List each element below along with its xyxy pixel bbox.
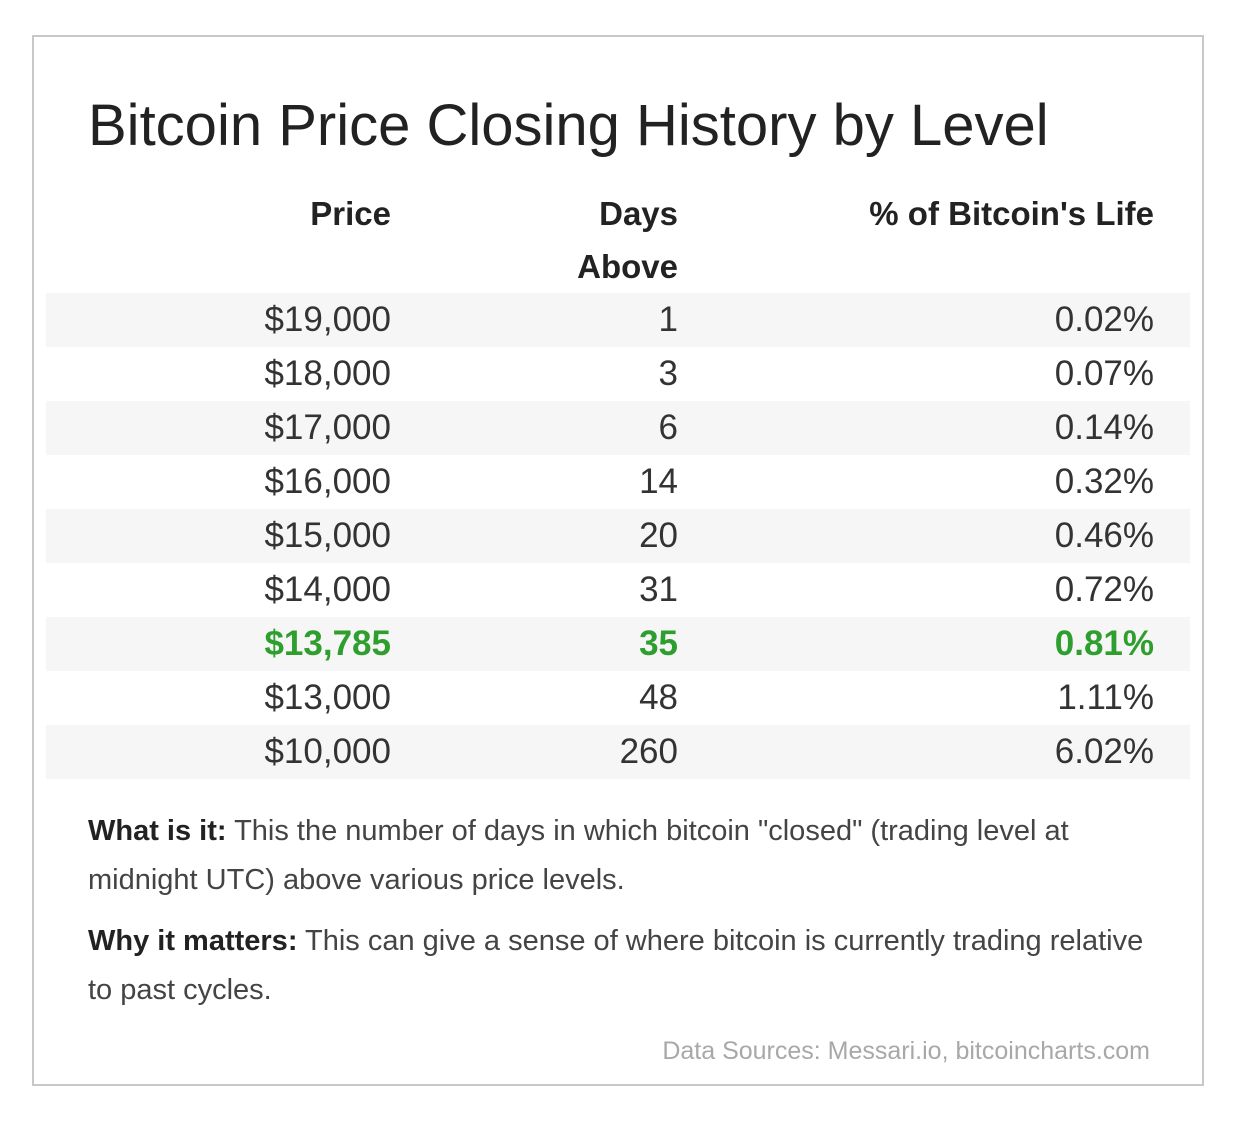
why-it-matters-label: Why it matters: <box>88 925 298 957</box>
table-row: $13,000 48 1.11% <box>46 671 1190 725</box>
price-level-table: Price Days Above % of Bitcoin's Life $19… <box>46 187 1190 779</box>
percent-life-cell: 0.81% <box>1054 624 1154 663</box>
data-source: Data Sources: Messari.io, bitcoincharts.… <box>662 1037 1150 1065</box>
table-row: $14,000 31 0.72% <box>46 563 1190 617</box>
days-above-cell: 6 <box>658 408 678 447</box>
percent-life-cell: 0.46% <box>1054 516 1154 555</box>
days-above-cell: 20 <box>639 516 678 555</box>
percent-life-cell: 0.02% <box>1054 300 1154 339</box>
percent-life-cell: 0.72% <box>1054 570 1154 609</box>
table-row: $19,000 1 0.02% <box>46 293 1190 347</box>
table-row-current-price: $13,785 35 0.81% <box>46 617 1190 671</box>
price-cell: $14,000 <box>264 570 391 609</box>
chart-title: Bitcoin Price Closing History by Level <box>88 93 1049 158</box>
chart-card: Bitcoin Price Closing History by Level P… <box>32 35 1204 1086</box>
notes-section: What is it: This the number of days in w… <box>88 807 1148 1027</box>
percent-life-cell: 0.32% <box>1054 462 1154 501</box>
table-row: $15,000 20 0.46% <box>46 509 1190 563</box>
percent-life-cell: 1.11% <box>1057 678 1154 717</box>
table-row: $16,000 14 0.32% <box>46 455 1190 509</box>
price-cell: $17,000 <box>264 408 391 447</box>
days-above-cell: 1 <box>658 300 678 339</box>
why-it-matters-note: Why it matters: This can give a sense of… <box>88 917 1148 1015</box>
days-above-cell: 35 <box>639 624 678 663</box>
table-body: $19,000 1 0.02% $18,000 3 0.07% $17,000 6 0.14% $… <box>46 293 1190 779</box>
table-row: $10,000 260 6.02% <box>46 725 1190 779</box>
price-cell: $10,000 <box>264 732 391 771</box>
price-cell: $19,000 <box>264 300 391 339</box>
price-cell: $13,785 <box>264 624 391 663</box>
what-is-it-note: What is it: This the number of days in w… <box>88 807 1148 905</box>
header-price: Price <box>310 195 391 232</box>
days-above-cell: 48 <box>639 678 678 717</box>
days-above-cell: 260 <box>619 732 678 771</box>
price-cell: $16,000 <box>264 462 391 501</box>
days-above-cell: 3 <box>658 354 678 393</box>
percent-life-cell: 6.02% <box>1054 732 1154 771</box>
price-cell: $13,000 <box>264 678 391 717</box>
why-it-matters-text: This can give a sense of where bitcoin i… <box>88 925 1144 1006</box>
header-percent-life: % of Bitcoin's Life <box>869 195 1154 232</box>
percent-life-cell: 0.07% <box>1054 354 1154 393</box>
days-above-cell: 14 <box>639 462 678 501</box>
what-is-it-label: What is it: <box>88 815 227 847</box>
table-header: Price Days Above % of Bitcoin's Life <box>46 187 1190 293</box>
what-is-it-text: This the number of days in which bitcoin… <box>88 815 1069 896</box>
header-days-above: Days Above <box>378 187 678 293</box>
header-days-line2: Above <box>577 248 678 285</box>
table-row: $18,000 3 0.07% <box>46 347 1190 401</box>
header-days-line1: Days <box>599 195 678 232</box>
days-above-cell: 31 <box>639 570 678 609</box>
percent-life-cell: 0.14% <box>1054 408 1154 447</box>
price-cell: $15,000 <box>264 516 391 555</box>
table-row: $17,000 6 0.14% <box>46 401 1190 455</box>
price-cell: $18,000 <box>264 354 391 393</box>
